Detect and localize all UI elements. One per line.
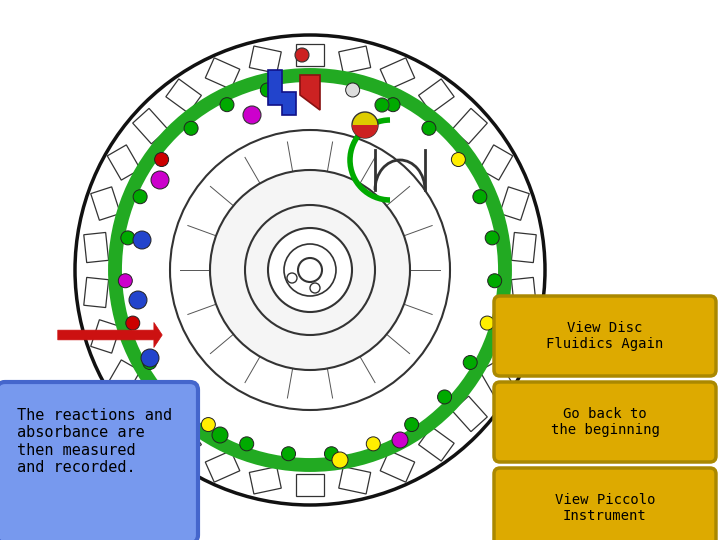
Text: View Disc
Fluidics Again: View Disc Fluidics Again bbox=[546, 321, 664, 351]
FancyBboxPatch shape bbox=[494, 296, 716, 376]
Polygon shape bbox=[296, 44, 324, 66]
Circle shape bbox=[405, 417, 418, 431]
Circle shape bbox=[487, 274, 502, 288]
Circle shape bbox=[287, 273, 297, 283]
Circle shape bbox=[113, 73, 507, 467]
Circle shape bbox=[366, 437, 380, 451]
Polygon shape bbox=[380, 58, 415, 89]
Circle shape bbox=[118, 274, 132, 288]
Circle shape bbox=[284, 244, 336, 296]
Polygon shape bbox=[249, 467, 282, 494]
Circle shape bbox=[141, 349, 159, 367]
Polygon shape bbox=[338, 46, 371, 73]
Circle shape bbox=[268, 228, 352, 312]
Polygon shape bbox=[107, 360, 140, 395]
Polygon shape bbox=[91, 320, 120, 353]
Circle shape bbox=[168, 390, 182, 404]
Polygon shape bbox=[107, 145, 140, 180]
Polygon shape bbox=[84, 278, 109, 308]
Circle shape bbox=[386, 98, 400, 112]
Polygon shape bbox=[452, 109, 487, 144]
Polygon shape bbox=[500, 187, 529, 220]
Circle shape bbox=[220, 98, 234, 112]
Circle shape bbox=[480, 316, 494, 330]
Polygon shape bbox=[480, 145, 513, 180]
Polygon shape bbox=[91, 187, 120, 220]
Text: View Piccolo
Instrument: View Piccolo Instrument bbox=[554, 493, 655, 523]
Polygon shape bbox=[418, 427, 454, 461]
Circle shape bbox=[184, 122, 198, 136]
Circle shape bbox=[438, 390, 451, 404]
Circle shape bbox=[485, 231, 499, 245]
Polygon shape bbox=[205, 451, 240, 482]
Circle shape bbox=[295, 48, 309, 62]
Circle shape bbox=[473, 190, 487, 204]
Circle shape bbox=[451, 152, 465, 166]
Circle shape bbox=[392, 432, 408, 448]
Polygon shape bbox=[249, 46, 282, 73]
Circle shape bbox=[210, 170, 410, 370]
Circle shape bbox=[346, 83, 360, 97]
Circle shape bbox=[243, 106, 261, 124]
Polygon shape bbox=[380, 451, 415, 482]
Circle shape bbox=[282, 447, 295, 461]
FancyBboxPatch shape bbox=[494, 382, 716, 462]
Circle shape bbox=[75, 35, 545, 505]
Circle shape bbox=[121, 231, 135, 245]
Polygon shape bbox=[511, 278, 536, 308]
Circle shape bbox=[352, 112, 378, 138]
Circle shape bbox=[303, 78, 317, 92]
Polygon shape bbox=[166, 427, 202, 461]
Circle shape bbox=[212, 427, 228, 443]
Circle shape bbox=[325, 447, 338, 461]
Polygon shape bbox=[338, 467, 371, 494]
Circle shape bbox=[261, 83, 274, 97]
FancyBboxPatch shape bbox=[494, 468, 716, 540]
Polygon shape bbox=[418, 79, 454, 113]
Polygon shape bbox=[480, 360, 513, 395]
Polygon shape bbox=[300, 75, 320, 110]
Circle shape bbox=[202, 417, 215, 431]
Circle shape bbox=[422, 122, 436, 136]
Polygon shape bbox=[500, 320, 529, 353]
Polygon shape bbox=[452, 396, 487, 431]
Circle shape bbox=[133, 190, 147, 204]
Polygon shape bbox=[205, 58, 240, 89]
Text: Go back to
the beginning: Go back to the beginning bbox=[551, 407, 660, 437]
Circle shape bbox=[170, 130, 450, 410]
Polygon shape bbox=[511, 232, 536, 262]
Circle shape bbox=[332, 452, 348, 468]
FancyBboxPatch shape bbox=[0, 382, 198, 540]
Circle shape bbox=[245, 205, 375, 335]
Circle shape bbox=[298, 258, 322, 282]
Circle shape bbox=[133, 231, 151, 249]
Polygon shape bbox=[166, 79, 202, 113]
Polygon shape bbox=[268, 70, 296, 115]
Wedge shape bbox=[352, 125, 378, 138]
Circle shape bbox=[310, 283, 320, 293]
Circle shape bbox=[129, 291, 147, 309]
Text: The reactions and
absorbance are
then measured
and recorded.: The reactions and absorbance are then me… bbox=[17, 408, 172, 475]
Circle shape bbox=[151, 171, 169, 189]
Circle shape bbox=[375, 98, 389, 112]
Polygon shape bbox=[296, 474, 324, 496]
Polygon shape bbox=[132, 109, 168, 144]
Circle shape bbox=[126, 316, 140, 330]
Circle shape bbox=[143, 355, 157, 369]
Circle shape bbox=[240, 437, 253, 451]
Circle shape bbox=[463, 355, 477, 369]
Circle shape bbox=[155, 152, 168, 166]
Polygon shape bbox=[84, 232, 109, 262]
Polygon shape bbox=[132, 396, 168, 431]
Circle shape bbox=[177, 400, 193, 416]
